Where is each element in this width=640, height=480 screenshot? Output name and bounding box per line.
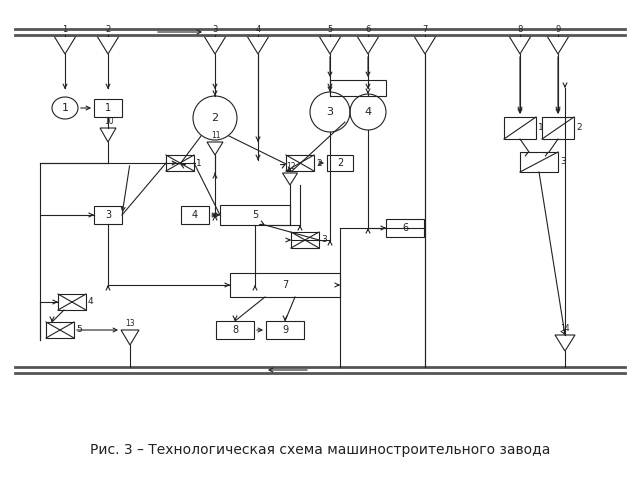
Bar: [181, 206, 209, 224]
Text: 3: 3: [560, 157, 566, 167]
Text: 4: 4: [255, 25, 260, 34]
Text: 3: 3: [105, 210, 111, 220]
Bar: [520, 152, 558, 172]
Text: 8: 8: [232, 325, 238, 335]
Bar: [216, 321, 254, 339]
Text: 1: 1: [105, 103, 111, 113]
Text: 4: 4: [88, 298, 93, 307]
Bar: [94, 206, 122, 224]
Text: 11: 11: [211, 131, 221, 140]
Text: 4: 4: [192, 210, 198, 220]
Text: 1: 1: [61, 103, 68, 113]
Text: 3: 3: [321, 236, 327, 244]
Text: 8: 8: [517, 25, 523, 34]
Bar: [504, 117, 536, 139]
Text: 13: 13: [125, 319, 135, 328]
Text: 2: 2: [211, 113, 219, 123]
Text: 10: 10: [104, 117, 114, 126]
Bar: [542, 117, 574, 139]
Text: 5: 5: [252, 210, 258, 220]
Bar: [58, 294, 86, 310]
Text: 5: 5: [76, 325, 82, 335]
Text: 12: 12: [286, 162, 296, 171]
Bar: [166, 155, 194, 171]
Bar: [286, 155, 314, 171]
Text: 9: 9: [556, 25, 561, 34]
Text: 7: 7: [282, 280, 288, 290]
Text: 5: 5: [328, 25, 333, 34]
Text: 6: 6: [365, 25, 371, 34]
Text: 1: 1: [62, 25, 68, 34]
Text: 2: 2: [337, 158, 343, 168]
Bar: [230, 273, 340, 297]
Text: 4: 4: [364, 107, 372, 117]
Text: 2: 2: [106, 25, 111, 34]
Bar: [266, 321, 304, 339]
Text: 9: 9: [282, 325, 288, 335]
Text: Рис. 3 – Технологическая схема машиностроительного завода: Рис. 3 – Технологическая схема машиностр…: [90, 443, 550, 457]
Text: 6: 6: [402, 223, 408, 233]
Bar: [46, 322, 74, 338]
Text: 3: 3: [326, 107, 333, 117]
Bar: [291, 232, 319, 248]
Bar: [327, 155, 353, 171]
Text: 1: 1: [196, 158, 202, 168]
Text: 7: 7: [422, 25, 428, 34]
Text: 2: 2: [316, 158, 322, 168]
Bar: [386, 219, 424, 237]
Bar: [94, 99, 122, 117]
Text: 1: 1: [538, 123, 544, 132]
Text: 2: 2: [576, 123, 582, 132]
Bar: [220, 205, 290, 225]
Bar: [330, 80, 386, 96]
Text: 3: 3: [212, 25, 218, 34]
Text: 14: 14: [560, 324, 570, 333]
